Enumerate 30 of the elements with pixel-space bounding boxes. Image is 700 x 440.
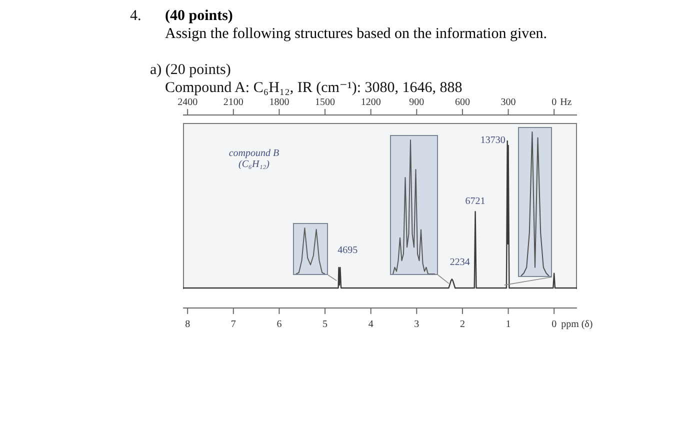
x2-tick-label: 1500 (315, 97, 336, 108)
chart-title: (40 points) (165, 8, 233, 25)
x2-tick-label: 1200 (360, 97, 381, 108)
x-tick-label: 3 (414, 319, 420, 330)
x-tick-label: 2 (460, 319, 465, 330)
x2-tick-label: 2400 (178, 97, 198, 108)
x2-tick-label: 1800 (269, 97, 290, 108)
chart-subtitle: Assign the following structures based on the information given. (165, 26, 548, 43)
x2-tick-label: 600 (454, 97, 470, 108)
x-tick-label: 0 (552, 319, 557, 330)
annotation: 13730 (479, 135, 506, 146)
x2-tick-label: 2100 (223, 97, 244, 108)
text: Compound A: C₆H₁₂, IR (cm⁻¹): 3080, 1646, 888 (165, 80, 462, 96)
x-axis-title: ppm (δ) (561, 319, 593, 330)
x2-tick-label: 900 (409, 97, 424, 108)
x2-tick-label: 0 (552, 97, 557, 108)
x2-tick-label: 300 (500, 97, 516, 108)
x-tick-label: 1 (506, 319, 511, 330)
x-tick-label: 8 (185, 319, 190, 330)
annotation: 6721 (464, 196, 486, 207)
x-tick-label: 4 (368, 319, 374, 330)
x-tick-label: 7 (230, 319, 236, 330)
text: a) (20 points) (150, 62, 231, 78)
x2-axis-title: Hz (560, 97, 572, 108)
text: 4. (130, 8, 142, 24)
annotation: 4695 (338, 245, 359, 256)
x-tick-label: 6 (276, 319, 282, 330)
x-tick-label: 5 (322, 319, 328, 330)
annotation: compound B (C₆H₁₂) (228, 148, 280, 170)
annotation: 2234 (450, 257, 471, 268)
